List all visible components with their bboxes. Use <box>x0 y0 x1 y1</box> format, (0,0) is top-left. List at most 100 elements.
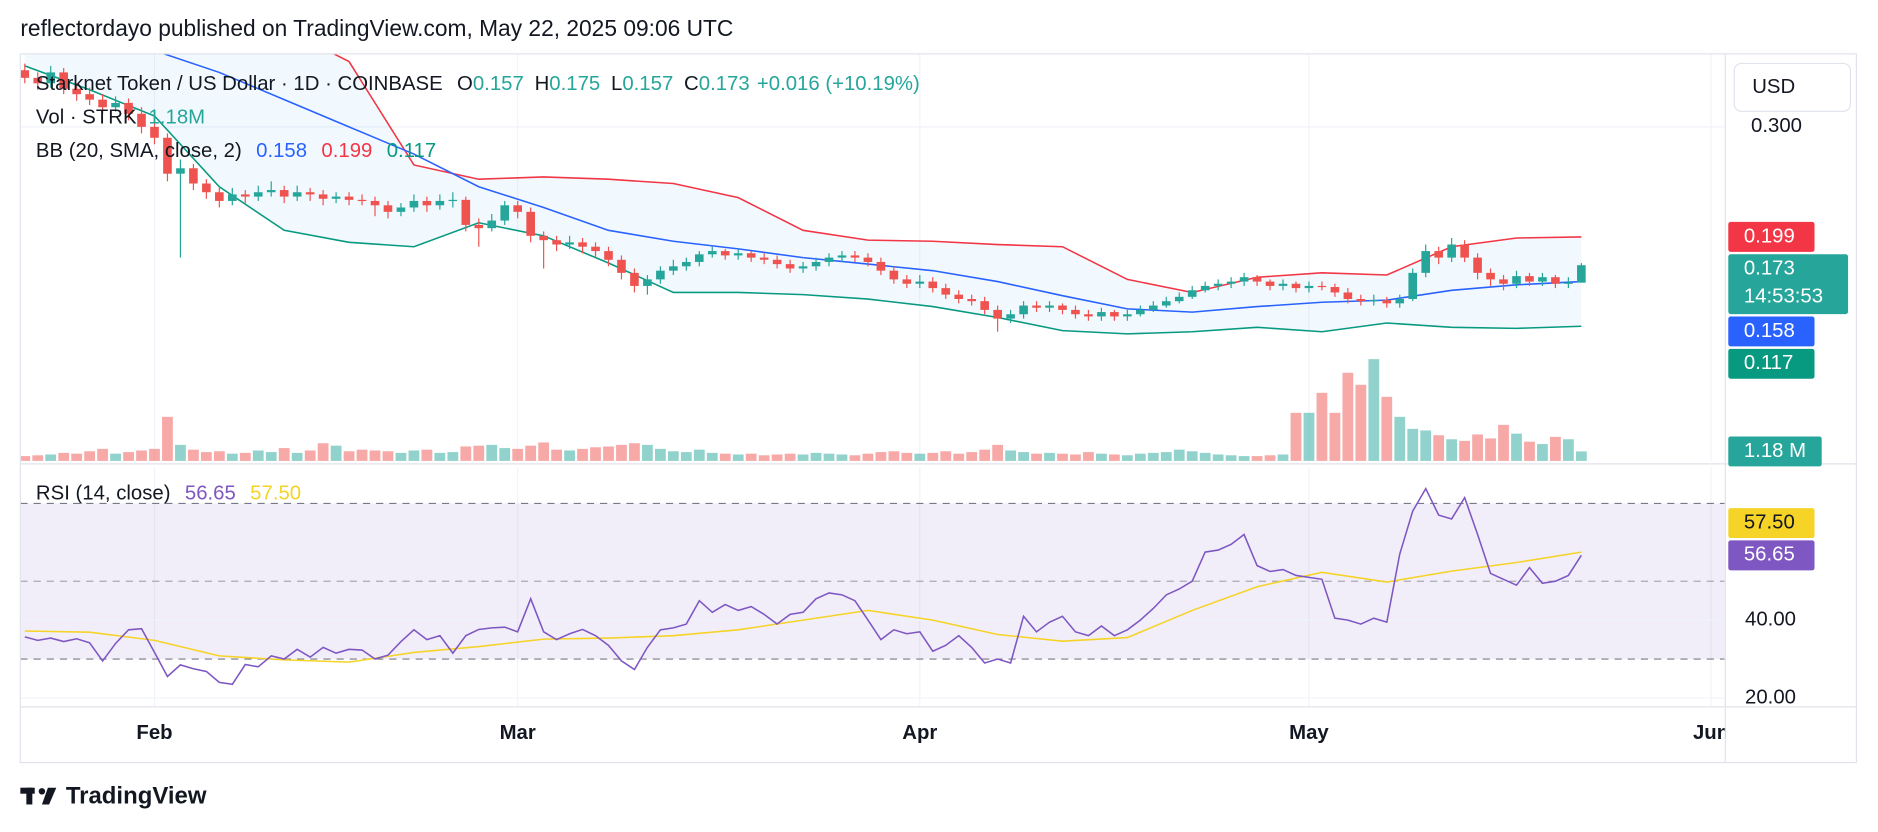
volume-bar <box>97 448 108 461</box>
candle-body <box>474 224 484 229</box>
candle-body <box>59 72 68 89</box>
volume-bar <box>408 450 420 461</box>
volume-bar <box>1511 433 1522 461</box>
candle-body <box>630 272 639 286</box>
ohlc-value: 0.173 <box>699 73 750 95</box>
rsi-tag-label: 56.65 <box>1744 544 1795 566</box>
publish-header: reflectordayo published on TradingView.c… <box>20 15 733 41</box>
volume-bar <box>434 452 446 461</box>
volume-bar <box>1083 452 1094 461</box>
volume-bar <box>836 454 848 461</box>
candle-body <box>967 298 977 302</box>
volume-bar <box>914 453 926 461</box>
volume-bar <box>629 443 640 461</box>
candle-body <box>1148 305 1158 310</box>
candle-body <box>1434 251 1443 258</box>
volume-bar <box>1160 452 1172 461</box>
candle-body <box>1473 257 1482 273</box>
rsi-line <box>24 487 1582 686</box>
candle-body <box>1265 281 1275 286</box>
volume-bar <box>304 450 316 461</box>
volume-bar <box>421 449 433 461</box>
background-layer: Feb Mar Apr May Jun <box>20 53 1729 744</box>
volume-bar <box>1433 435 1445 461</box>
rsi-pane <box>20 487 1725 699</box>
volume-bar <box>927 452 939 461</box>
rsi-legend: RSI (14, close) 56.65 57.50 <box>36 483 301 505</box>
volume-bar <box>1498 424 1509 461</box>
candle-body <box>928 281 938 289</box>
volume-value: 1.18M <box>149 107 206 129</box>
x-tick-label: Mar <box>500 722 536 744</box>
bb-legend: BB (20, SMA, close, 2) 0.158 0.199 0.117 <box>36 140 436 162</box>
candle-body <box>98 99 107 108</box>
candle-body <box>357 199 367 202</box>
volume-bar <box>149 448 160 461</box>
candle-body <box>292 192 302 197</box>
volume-bar <box>1173 449 1185 461</box>
volume-bar <box>1562 439 1574 461</box>
volume-bar <box>603 446 614 461</box>
candle-body <box>1136 309 1145 315</box>
bb-upper-tag-label: 0.199 <box>1744 225 1795 247</box>
candle-body <box>565 242 574 245</box>
candle-body <box>344 196 354 200</box>
bb-basis-tag <box>1728 316 1815 347</box>
volume-bar <box>369 450 381 461</box>
candle-body <box>1097 312 1106 317</box>
volume-bar <box>940 451 952 461</box>
volume-bar <box>1108 454 1120 461</box>
volume-bar <box>460 446 472 461</box>
volume-bar <box>200 452 212 461</box>
candle-body <box>1356 298 1366 302</box>
volume-bar <box>486 444 498 461</box>
price-legend: Starknet Token / US Dollar · 1D · COINBA… <box>36 73 920 95</box>
volume-bar <box>382 451 394 461</box>
rsi-ma-value: 57.50 <box>250 483 301 505</box>
volume-bar <box>719 453 731 461</box>
candle-body <box>1343 292 1353 299</box>
candle-body <box>798 266 808 269</box>
candle-body <box>1460 244 1469 258</box>
volume-bar <box>758 455 770 461</box>
candle-body <box>850 255 860 258</box>
x-tick-label: Apr <box>902 722 937 744</box>
candle-body <box>500 205 510 221</box>
ohlc-value: 0.157 <box>622 73 673 95</box>
candle-body <box>513 205 523 212</box>
rsi-tick-label: 20.00 <box>1745 686 1796 708</box>
volume-bar <box>175 444 186 461</box>
volume-bar <box>732 454 744 461</box>
candle-body <box>1330 287 1340 293</box>
volume-bar <box>1238 456 1250 461</box>
volume-bar <box>577 448 588 461</box>
currency-button[interactable] <box>1733 62 1852 112</box>
x-tick-label: Feb <box>136 722 172 744</box>
volume-bar <box>849 455 861 461</box>
bb-basis-value: 0.158 <box>256 140 307 162</box>
volume-bar <box>1537 444 1548 461</box>
currency-button-label[interactable]: USD <box>1752 76 1795 98</box>
volume-bar <box>1225 455 1237 461</box>
candle-body <box>980 301 989 310</box>
candle-body <box>643 279 652 286</box>
rsi-tick-label: 40.00 <box>1745 609 1796 631</box>
candle-body <box>552 240 561 245</box>
candle-body <box>189 168 198 184</box>
volume-bar <box>642 444 653 461</box>
volume-bar <box>1057 453 1068 461</box>
candle-body <box>1278 283 1288 286</box>
volume-bar <box>1329 412 1341 461</box>
volume-bar <box>992 444 1004 461</box>
candle-body <box>993 309 1002 319</box>
volume-bar <box>706 452 718 461</box>
ohlc-letter: H <box>535 73 550 95</box>
bb-basis-tag-label: 0.158 <box>1744 320 1795 342</box>
volume-bar <box>745 453 757 461</box>
volume-bar <box>162 416 173 461</box>
candle-body <box>733 253 743 256</box>
candle-body <box>915 281 925 284</box>
bb-lower-value: 0.117 <box>387 140 436 162</box>
volume-bar <box>84 451 96 461</box>
volume-bar <box>1316 392 1328 461</box>
